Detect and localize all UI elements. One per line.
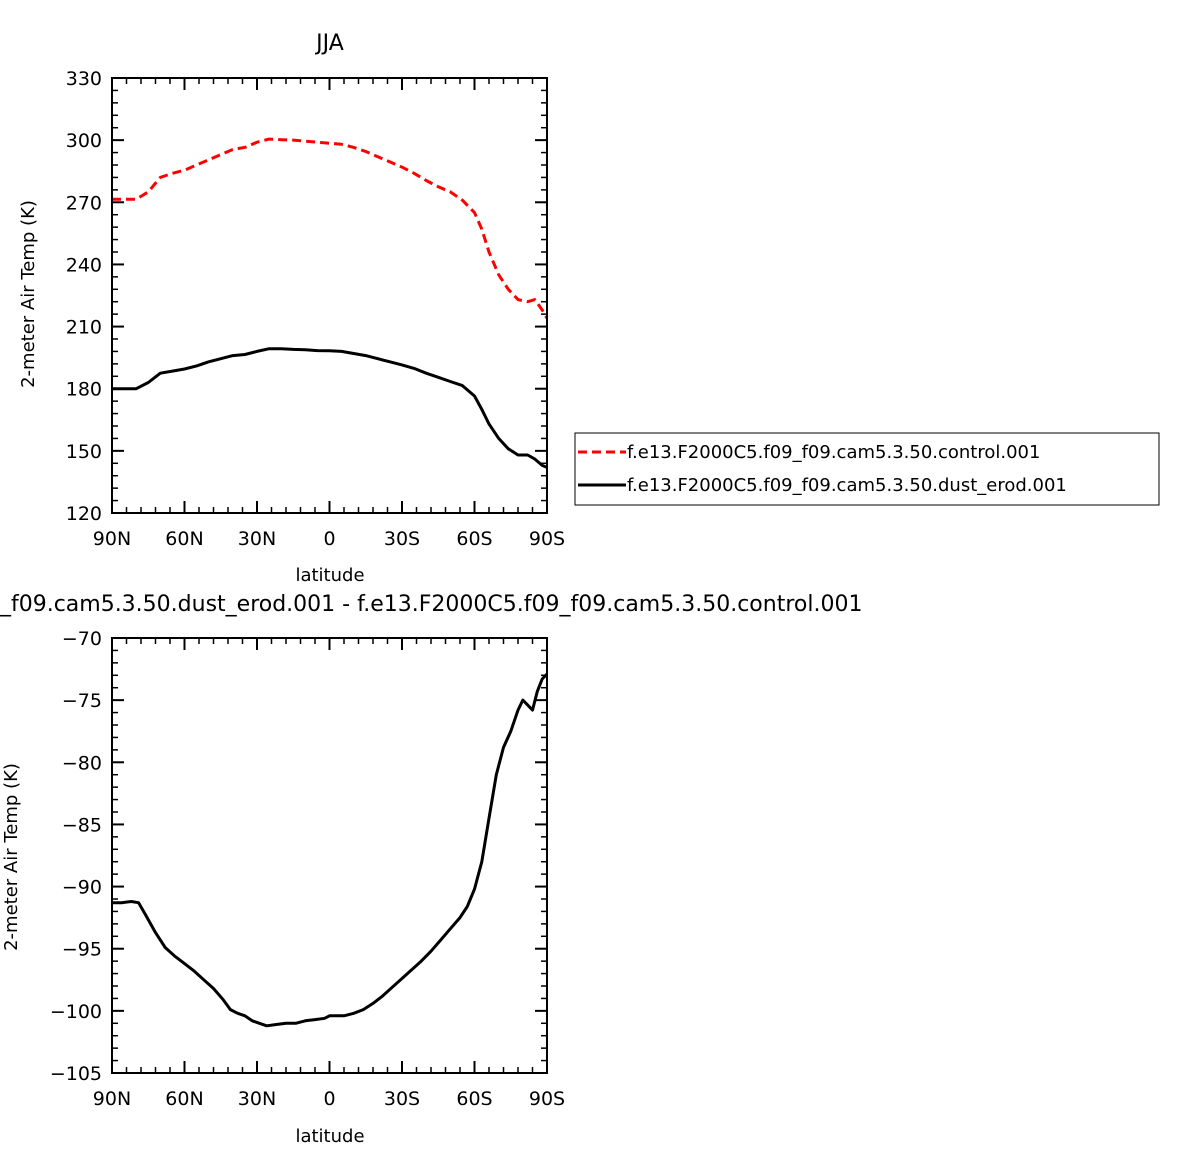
y-tick-label: −95 — [62, 939, 102, 961]
x-tick-label: 90N — [93, 1088, 131, 1110]
y-tick-label: 150 — [66, 441, 102, 463]
chart-title-bottom: f.e13.F2000C5.f09_f09.cam5.3.50.dust_ero… — [0, 592, 862, 617]
y-tick-label: −105 — [50, 1063, 102, 1085]
legend: f.e13.F2000C5.f09_f09.cam5.3.50.control.… — [574, 432, 1160, 506]
x-tick-label: 30S — [384, 1088, 420, 1110]
x-tick-label: 60N — [165, 528, 203, 550]
x-tick-label: 60N — [165, 1088, 203, 1110]
y-tick-label: −75 — [62, 690, 102, 712]
y-axis-label-top: 2-meter Air Temp (K) — [18, 200, 39, 388]
plot-frame-top — [111, 77, 548, 514]
x-axis-label-top: latitude — [295, 565, 364, 586]
y-tick-label: 180 — [66, 379, 102, 401]
series-line-bottom-0 — [112, 672, 549, 1028]
x-tick-label: 30N — [238, 1088, 276, 1110]
x-tick-label: 60S — [456, 528, 492, 550]
x-axis-label-bottom: latitude — [295, 1126, 364, 1147]
legend-label-dust-erod: f.e13.F2000C5.f09_f09.cam5.3.50.dust_ero… — [627, 475, 1067, 496]
y-tick-label: 120 — [66, 503, 102, 525]
x-tick-label: 30N — [238, 528, 276, 550]
x-tick-label: 0 — [323, 528, 335, 550]
chart-title-top: JJA — [314, 31, 344, 56]
legend-box — [574, 432, 1160, 506]
axes-bottom: 90N 60N 30N 0 30S 60S 90S −105 −100 −95 −90 −85 −80 −… — [50, 628, 565, 1110]
x-tick-label: 90S — [529, 528, 565, 550]
panel-bottom: f.e13.F2000C5.f09_f09.cam5.3.50.dust_ero… — [0, 592, 862, 1147]
y-tick-label: −100 — [50, 1001, 102, 1023]
x-tick-label: 30S — [384, 528, 420, 550]
x-tick-label: 60S — [456, 1088, 492, 1110]
x-tick-label: 0 — [323, 1088, 335, 1110]
y-tick-label: 300 — [66, 130, 102, 152]
legend-label-control: f.e13.F2000C5.f09_f09.cam5.3.50.control.… — [627, 442, 1040, 463]
y-tick-label: 210 — [66, 317, 102, 339]
series-lines-bottom — [112, 672, 549, 1028]
y-axis-label-bottom: 2-meter Air Temp (K) — [1, 763, 22, 951]
x-tick-label: 90N — [93, 528, 131, 550]
y-tick-label: −90 — [62, 877, 102, 899]
y-tick-label: 270 — [66, 192, 102, 214]
y-tick-label: −85 — [62, 814, 102, 836]
y-tick-label: 240 — [66, 254, 102, 276]
series-lines-top — [112, 137, 549, 469]
y-tick-label: −70 — [62, 628, 102, 650]
y-tick-label: 330 — [66, 68, 102, 90]
axes-top: 90N 60N 30N 0 30S 60S 90S 120 150 180 210 240 270 300… — [66, 68, 565, 550]
y-tick-label: −80 — [62, 752, 102, 774]
x-tick-label: 90S — [529, 1088, 565, 1110]
panel-top: JJA 90N 60N 30N 0 30S 60S 90S 120 150 180 210 240 27… — [18, 31, 565, 586]
series-line-top-1 — [112, 347, 548, 469]
series-line-top-0 — [112, 137, 549, 320]
